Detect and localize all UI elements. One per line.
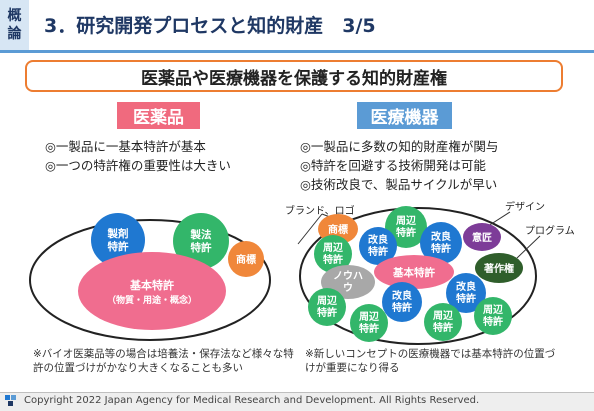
banner-text: 医薬品や医療機器を保護する知的財産権 [141, 68, 447, 89]
pharma-bullets: ◎一製品に一基本特許が基本 ◎一つの特許権の重要性は大きい [45, 137, 231, 175]
svg-text:特許: 特許 [317, 306, 337, 319]
page-title: 3．研究開発プロセスと知的財産 3/5 [44, 15, 376, 37]
svg-text:商標: 商標 [328, 223, 348, 236]
device-bullets: ◎一製品に多数の知的財産権が関与 ◎特許を回避する技術開発は可能 ◎技術改良で、… [300, 137, 498, 194]
pharma-kihon-label: 基本特許 [129, 278, 174, 292]
svg-text:周辺: 周辺 [359, 311, 379, 323]
svg-text:周辺: 周辺 [317, 295, 337, 307]
svg-text:基本特許: 基本特許 [392, 266, 435, 279]
device-shuhen-circle-4: 周辺 特許 [350, 304, 388, 342]
device-shuhen-circle-3: 周辺 特許 [308, 288, 346, 326]
svg-text:改良: 改良 [456, 280, 476, 293]
pharma-bullet-2: ◎一つの特許権の重要性は大きい [45, 158, 231, 173]
svg-text:特許: 特許 [433, 321, 453, 334]
section-tag-line2: 論 [7, 26, 22, 42]
device-shuhen-circle-1: 周辺 特許 [385, 206, 427, 248]
device-shuhen-circle-5: 周辺 特許 [424, 303, 462, 341]
device-kairyo-circle-2: 改良 特許 [420, 222, 462, 264]
device-kairyo-circle-3: 改良 特許 [446, 273, 486, 313]
svg-text:著作権: 著作権 [483, 262, 514, 275]
banner-box: 医薬品や医療機器を保護する知的財産権 [25, 60, 563, 92]
svg-text:特許: 特許 [396, 226, 416, 239]
callout-program: プログラム [525, 224, 575, 237]
footer-copyright: Copyright 2022 Japan Agency for Medical … [24, 395, 480, 406]
device-kihon-circle: 基本特許 [374, 255, 454, 289]
svg-text:特許: 特許 [392, 301, 412, 314]
device-heading: 医療機器 [357, 102, 452, 129]
svg-text:特許: 特許 [368, 245, 388, 258]
pharma-note: ※バイオ医薬品等の場合は培養法・保存法など様々な特許の位置づけがかなり大きくなる… [33, 348, 294, 374]
device-bullet-1: ◎一製品に多数の知的財産権が関与 [300, 139, 499, 154]
pharma-kihon-circle: 基本特許 （物質・用途・概念） [78, 252, 226, 330]
device-shuhen-circle-2: 周辺 特許 [314, 235, 352, 273]
pharma-kihon-sub: （物質・用途・概念） [107, 294, 197, 306]
svg-text:周辺: 周辺 [396, 215, 416, 227]
brand-callout-line [297, 213, 323, 245]
footer-bar [0, 393, 594, 411]
svg-text:意匠: 意匠 [472, 231, 492, 244]
svg-text:特許: 特許 [359, 322, 379, 335]
pharma-shohyo-label: 商標 [236, 253, 256, 266]
callout-brand: ブランド、ロゴ [285, 204, 355, 217]
svg-text:改良: 改良 [368, 233, 388, 246]
program-callout-line [516, 235, 541, 259]
svg-text:特許: 特許 [456, 292, 476, 305]
svg-text:周辺: 周辺 [483, 304, 503, 316]
pharma-seihou-line2: 特許 [191, 241, 212, 254]
svg-text:ノウハ: ノウハ [333, 270, 363, 282]
pharma-seizai-line1: 製剤 [107, 227, 129, 240]
pharma-seizai-circle: 製剤 特許 [91, 213, 145, 267]
device-chosakuken-circle: 著作権 [475, 253, 523, 283]
device-kairyo-circle-4: 改良 特許 [382, 282, 422, 322]
footer-divider [0, 392, 594, 393]
device-kairyo-circle-1: 改良 特許 [359, 227, 397, 265]
pharma-seihou-circle: 製法 特許 [173, 213, 229, 269]
device-note: ※新しいコンセプトの医療機器では基本特許の位置づけが重要になり得る [305, 348, 556, 374]
amed-logo-icon [5, 395, 16, 406]
device-bullet-2: ◎特許を回避する技術開発は可能 [300, 158, 486, 173]
callout-design: デザイン [505, 200, 545, 213]
section-tag-line1: 概 [7, 8, 22, 24]
pharma-seihou-line1: 製法 [190, 228, 212, 241]
svg-text:ウ: ウ [343, 282, 353, 294]
device-shuhen-circle-6: 周辺 特許 [474, 297, 512, 335]
svg-text:周辺: 周辺 [323, 242, 343, 254]
device-isho-circle: 意匠 [463, 223, 501, 251]
pharma-shohyo-circle: 商標 [228, 241, 264, 277]
svg-text:周辺: 周辺 [433, 310, 453, 322]
svg-text:改良: 改良 [392, 289, 412, 302]
pharma-bullet-1: ◎一製品に一基本特許が基本 [45, 139, 206, 154]
svg-text:特許: 特許 [431, 242, 451, 255]
svg-text:特許: 特許 [323, 253, 343, 266]
pharma-heading: 医薬品 [117, 102, 200, 129]
device-bullet-3: ◎技術改良で、製品サイクルが早い [300, 177, 498, 192]
svg-text:改良: 改良 [431, 230, 451, 243]
section-tag: 概 論 [0, 0, 29, 50]
header-divider [0, 50, 594, 53]
pharma-seizai-line2: 特許 [108, 240, 129, 253]
svg-text:特許: 特許 [483, 315, 503, 328]
